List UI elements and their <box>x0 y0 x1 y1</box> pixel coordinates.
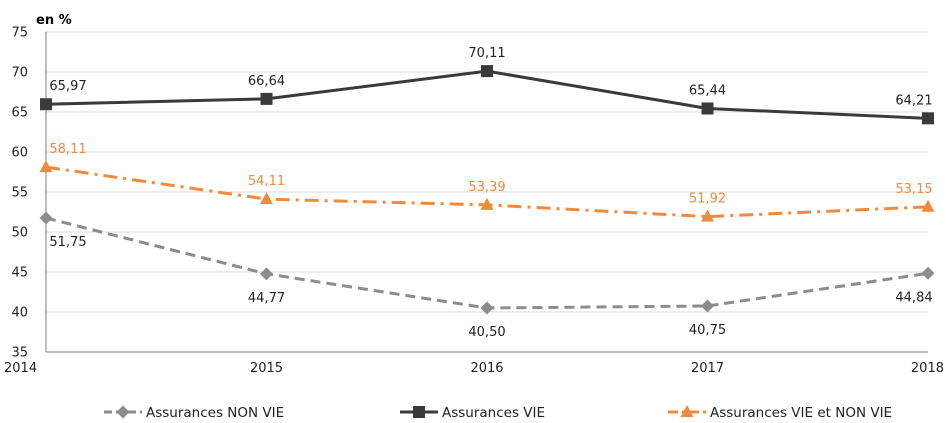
data-label: 51,92 <box>689 192 726 207</box>
legend-item: Assurances NON VIE <box>104 405 284 421</box>
data-label: 40,50 <box>468 325 505 340</box>
x-tick-label: 2015 <box>250 361 283 376</box>
y-tick-label: 50 <box>11 226 28 241</box>
data-point <box>922 112 934 125</box>
legend-label: Assurances NON VIE <box>146 405 284 421</box>
data-point <box>39 160 53 173</box>
y-tick-label: 65 <box>11 106 28 121</box>
data-point <box>39 211 53 225</box>
data-label: 44,84 <box>895 290 932 305</box>
data-label: 51,75 <box>49 235 86 250</box>
x-tick-label: 2018 <box>911 361 944 376</box>
series-layer <box>39 65 935 315</box>
legend-marker <box>116 405 130 419</box>
data-point <box>40 98 52 111</box>
legend-label: Assurances VIE <box>442 405 545 421</box>
data-label: 40,75 <box>689 323 726 338</box>
data-label: 53,39 <box>468 180 505 195</box>
data-point <box>701 209 714 222</box>
y-tick-label: 35 <box>11 346 28 361</box>
data-point <box>260 92 273 105</box>
unit-label: en % <box>36 13 72 28</box>
data-labels: 51,75 44,77 40,50 40,75 44,84 65,97 66,64 70,11… <box>49 46 932 340</box>
y-tick-label: 40 <box>11 306 28 321</box>
data-point <box>921 266 935 280</box>
data-label: 54,11 <box>248 174 285 189</box>
data-point <box>701 299 714 313</box>
y-tick-label: 60 <box>11 146 28 161</box>
data-point <box>701 102 714 115</box>
series-line <box>45 69 929 120</box>
data-label: 70,11 <box>468 46 505 61</box>
x-tick-label: 2014 <box>4 361 37 376</box>
x-tick-label: 2016 <box>470 361 503 376</box>
grid-lines <box>46 31 928 313</box>
legend-item: Assurances VIE et NON VIE <box>668 405 892 421</box>
axes: 35 40 45 50 55 60 65 70 75 2014 2015 2016 2017 2018 <box>4 26 944 377</box>
legend-marker <box>680 405 694 417</box>
data-point <box>480 301 494 315</box>
legend-marker <box>413 406 425 418</box>
y-tick-label: 75 <box>11 26 28 41</box>
data-label: 65,97 <box>49 79 86 94</box>
data-point <box>260 267 273 281</box>
data-label: 58,11 <box>49 142 86 157</box>
data-point <box>480 197 494 210</box>
data-label: 65,44 <box>689 83 726 98</box>
y-tick-label: 70 <box>11 66 28 81</box>
legend-label: Assurances VIE et NON VIE <box>710 405 892 421</box>
data-point <box>260 192 273 205</box>
data-label: 53,15 <box>895 182 932 197</box>
data-label: 64,21 <box>895 93 932 108</box>
y-tick-label: 45 <box>11 266 28 281</box>
data-point <box>921 199 935 212</box>
data-label: 44,77 <box>248 291 285 306</box>
x-tick-label: 2017 <box>691 361 724 376</box>
data-label: 66,64 <box>248 74 285 89</box>
legend: Assurances NON VIE Assurances VIE Assuranc… <box>104 405 892 421</box>
legend-item: Assurances VIE <box>400 405 545 421</box>
data-point <box>481 65 493 78</box>
y-tick-label: 55 <box>11 186 28 201</box>
